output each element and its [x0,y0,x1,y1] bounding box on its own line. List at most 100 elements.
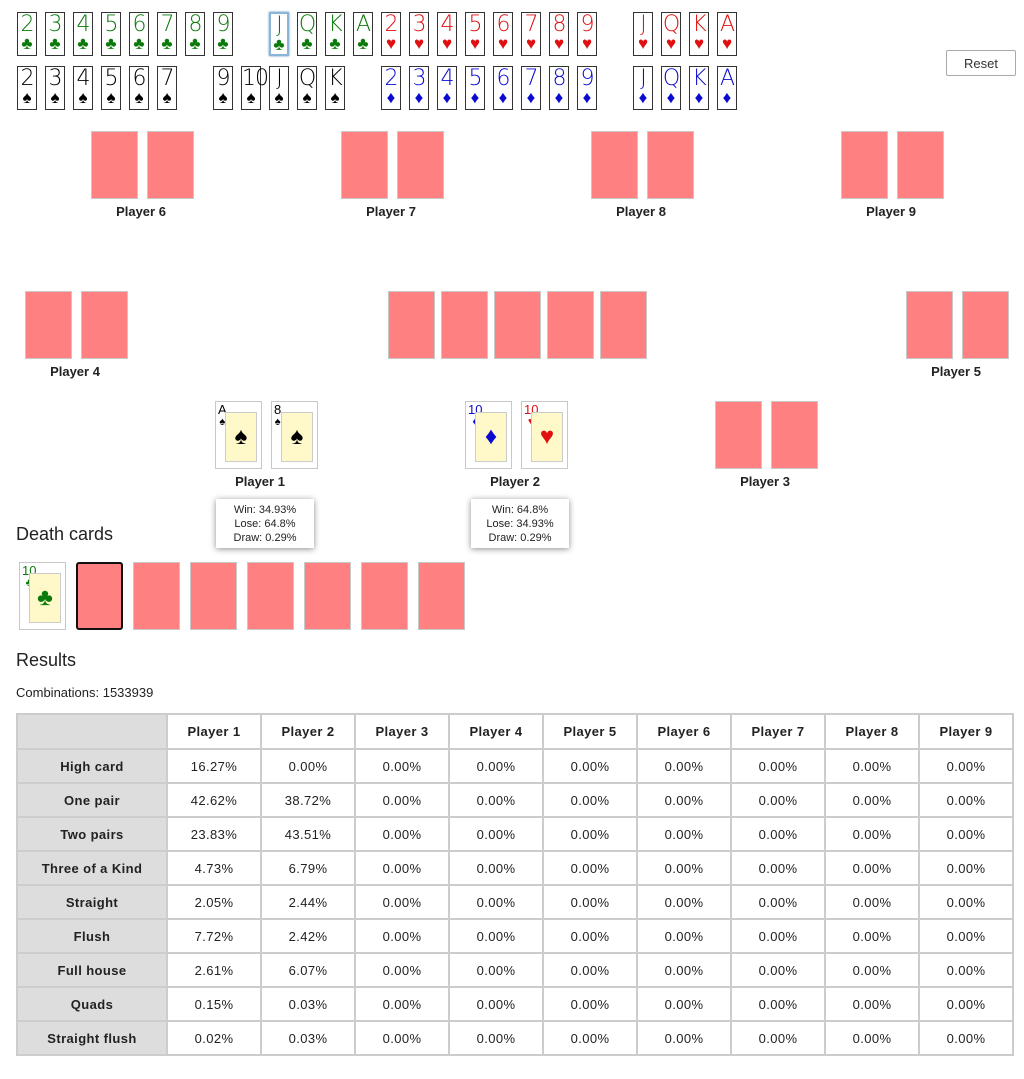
card-back [841,131,888,199]
table-cell: 0.00% [260,748,356,784]
picker-card[interactable]: 2 ♠ [17,66,37,110]
picker-card[interactable]: A ♦ [717,66,737,110]
picker-card[interactable]: 3 ♠ [45,66,65,110]
picker-card[interactable]: 4 ♥ [437,12,457,56]
stat-line: Draw: 0.29% [488,532,552,544]
card-back[interactable] [304,562,351,630]
card-suit: ♣ [301,34,313,53]
picker-card[interactable]: 10 ♠ [241,66,269,110]
picker-card[interactable]: 5 ♣ [101,12,121,56]
picker-card[interactable]: 7 ♣ [157,12,177,56]
card-rank: 8 [552,12,567,37]
picker-card[interactable]: 5 ♦ [465,66,485,110]
table-row: Straight flush 0.02% 0.03% 0.00% 0.00% 0.00% 0… [16,1020,1014,1056]
column-header: Player 3 [354,713,450,750]
picker-card[interactable]: Q ♣ [297,12,317,56]
card-rank: 8 [274,402,282,417]
picker-card[interactable]: K ♣ [325,12,345,56]
card-suit: ♣ [21,34,33,53]
card-suit: ♠ [50,88,60,107]
card-suit: ♠ [330,88,340,107]
column-header: Player 8 [824,713,920,750]
card-suit: ♥ [441,34,453,53]
card-rank: 3 [412,12,427,37]
picker-card[interactable]: J ♥ [633,12,653,56]
picker-card[interactable]: J ♣ [269,12,289,56]
card-suit: ♣ [133,34,145,53]
card-back[interactable] [247,562,294,630]
picker-card[interactable]: Q ♠ [297,66,317,110]
picker-card[interactable]: K ♥ [689,12,709,56]
picker-card[interactable]: 8 ♦ [549,66,569,110]
card-suit: ♦ [526,88,536,107]
picker-card[interactable]: 6 ♦ [493,66,513,110]
card-back[interactable] [190,562,237,630]
picker-card[interactable]: 7 ♠ [157,66,177,110]
picker-card[interactable]: J ♠ [269,66,289,110]
picker-card[interactable]: 8 ♣ [185,12,205,56]
picker-card[interactable]: 3 ♣ [45,12,65,56]
reset-button[interactable]: Reset [946,50,1016,76]
picker-card[interactable]: 6 ♣ [129,12,149,56]
picker-card[interactable]: 7 ♥ [521,12,541,56]
table-cell: 2.42% [260,918,356,954]
table-cell: 0.00% [636,884,732,920]
card-suit: ♥ [693,34,705,53]
picker-card[interactable]: 9 ♥ [577,12,597,56]
card-suit: ♦ [582,88,592,107]
picker-card[interactable]: 3 ♥ [409,12,429,56]
picker-card[interactable]: 2 ♥ [381,12,401,56]
picker-card[interactable]: 9 ♦ [577,66,597,110]
picker-card[interactable]: 8 ♥ [549,12,569,56]
picker-card[interactable]: J ♦ [633,66,653,110]
card-suit: ♥ [637,34,649,53]
table-cell: 0.00% [542,850,638,886]
picker-card[interactable]: 7 ♦ [521,66,541,110]
table-row: High card 16.27% 0.00% 0.00% 0.00% 0.00% 0.00%… [16,748,1014,784]
card-back[interactable] [76,562,123,630]
card-back[interactable] [133,562,180,630]
table-cell: 0.00% [542,884,638,920]
picker-card[interactable]: Q ♦ [661,66,681,110]
picker-card[interactable]: 5 ♥ [465,12,485,56]
table-cell: 6.79% [260,850,356,886]
card-suit: ♦ [722,88,732,107]
card-rank: 3 [412,66,427,91]
picker-card[interactable]: 5 ♠ [101,66,121,110]
picker-card[interactable]: K ♦ [689,66,709,110]
picker-card[interactable]: 2 ♦ [381,66,401,110]
picker-card[interactable]: 4 ♣ [73,12,93,56]
table-cell: 7.72% [166,918,262,954]
table-cell: 0.00% [448,986,544,1022]
picker-card[interactable]: A ♣ [353,12,373,56]
picker-card[interactable]: 9 ♠ [213,66,233,110]
row-header: Three of a Kind [16,850,168,886]
table-cell: 6.07% [260,952,356,988]
picker-card[interactable]: 4 ♦ [437,66,457,110]
card-rank: A [719,66,735,91]
picker-card[interactable]: 3 ♦ [409,66,429,110]
card-back[interactable] [418,562,465,630]
picker-card[interactable]: A ♥ [717,12,737,56]
picker-card[interactable]: 4 ♠ [73,66,93,110]
card-back[interactable] [361,562,408,630]
card-back [771,401,818,469]
picker-card[interactable]: K ♠ [325,66,345,110]
picker-card[interactable]: 9 ♣ [213,12,233,56]
card-pip: ♣ [29,573,61,623]
table-cell: 0.00% [636,918,732,954]
table-cell: 0.00% [542,952,638,988]
card-back [494,291,541,359]
table-cell: 0.03% [260,1020,356,1056]
picker-card[interactable]: 2 ♣ [17,12,37,56]
card-suit: ♦ [694,88,704,107]
player-name: Player 8 [616,204,666,219]
table-cell: 0.00% [918,952,1014,988]
picker-card[interactable]: Q ♥ [661,12,681,56]
card-face[interactable]: 10♣♣ [19,562,66,630]
card-rank: Q [662,12,680,37]
picker-card[interactable]: 6 ♥ [493,12,513,56]
table-cell: 0.00% [542,782,638,818]
picker-card[interactable]: 6 ♠ [129,66,149,110]
